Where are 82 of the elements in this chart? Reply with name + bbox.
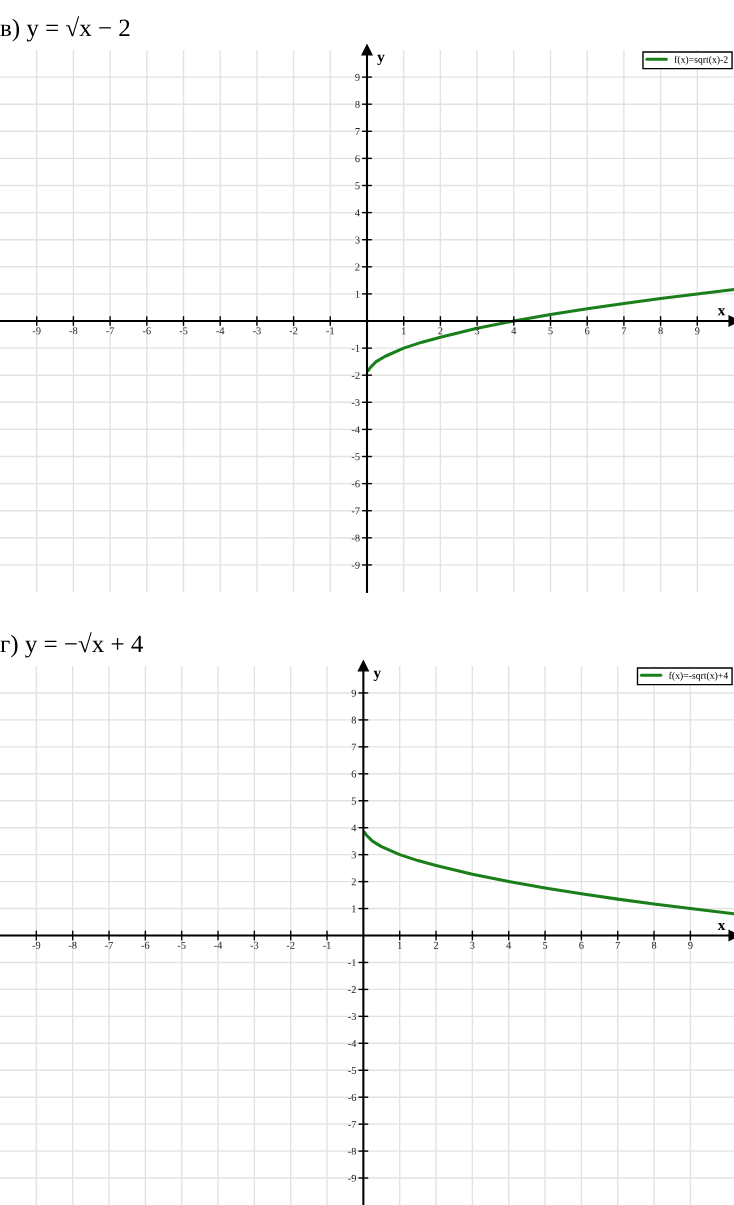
legend-label: f(x)=sqrt(x)-2 (674, 55, 728, 65)
y-tick-label: -7 (348, 1120, 357, 1128)
y-tick-label: 3 (355, 236, 360, 244)
x-tick-label: 8 (651, 941, 657, 949)
x-tick-label: -7 (106, 327, 115, 335)
x-tick-label: 4 (511, 327, 517, 335)
y-tick-label: 6 (351, 770, 357, 778)
x-tick-label: -6 (142, 327, 151, 335)
y-tick-label: -4 (351, 426, 360, 434)
x-tick-label: -4 (216, 327, 225, 335)
x-tick-label: 3 (474, 327, 480, 335)
x-tick-label: -6 (141, 941, 150, 949)
x-tick-label: -4 (214, 941, 223, 949)
x-tick-label: -8 (68, 941, 77, 949)
y-tick-label: -5 (348, 1067, 357, 1074)
x-tick-label: 9 (695, 327, 700, 335)
y-tick-label: 4 (355, 209, 360, 217)
y-tick-label: -6 (348, 1093, 357, 1101)
line-series (366, 288, 734, 373)
y-tick-label: 9 (355, 73, 360, 81)
x-tick-label: 6 (579, 941, 584, 949)
y-tick-label: -9 (351, 561, 360, 569)
legend-label: f(x)=-sqrt(x)+4 (668, 671, 729, 681)
y-tick-label: -1 (351, 344, 360, 352)
x-tick-label: 1 (402, 327, 406, 335)
x-tick-label: 9 (688, 941, 693, 949)
y-tick-label: 5 (351, 797, 357, 805)
x-axis-title: x (717, 308, 726, 316)
x-tick-label: -7 (105, 941, 114, 949)
x-tick-label: 7 (621, 327, 627, 335)
x-tick-label: 8 (658, 327, 663, 335)
x-tick-label: -8 (69, 327, 78, 335)
x-tick-label: -3 (252, 327, 261, 335)
y-tick-label: -4 (348, 1040, 357, 1047)
y-tick-label: -3 (348, 1013, 357, 1021)
x-tick-label: 1 (398, 941, 402, 949)
y-tick-label: -6 (351, 480, 360, 488)
x-tick-label: -9 (32, 327, 41, 335)
x-tick-label: 5 (548, 327, 553, 335)
y-tick-label: -2 (351, 371, 360, 379)
y-tick-label: 2 (355, 263, 360, 271)
y-tick-label: 7 (351, 743, 357, 751)
y-tick-label: 2 (351, 878, 356, 886)
y-tick-label: 6 (355, 155, 360, 163)
y-tick-label: -8 (351, 534, 360, 542)
y-tick-label: -3 (351, 399, 360, 407)
x-tick-label: 4 (506, 941, 512, 949)
y-tick-label: -1 (348, 959, 356, 967)
x-tick-label: -9 (32, 941, 41, 949)
y-tick-label: 1 (355, 290, 360, 298)
x-tick-label: 6 (585, 327, 590, 335)
chart-title: г) y = −√x + 4 (0, 632, 143, 658)
y-tick-label: -8 (348, 1147, 357, 1155)
chart-title: в) y = √x − 2 (0, 16, 130, 42)
x-tick-label: -2 (286, 941, 295, 949)
y-tick-label: 4 (351, 824, 357, 832)
y-tick-label: 9 (351, 689, 356, 697)
y-axis-title: y (377, 54, 385, 66)
x-tick-label: -5 (177, 941, 186, 949)
y-tick-label: 3 (351, 851, 357, 859)
y-tick-label: -9 (348, 1174, 356, 1182)
x-tick-label: 2 (438, 327, 443, 335)
y-tick-label: 8 (355, 100, 360, 108)
y-tick-label: -5 (351, 453, 360, 461)
x-tick-label: 2 (433, 941, 439, 949)
x-tick-label: -3 (250, 941, 259, 949)
x-axis-title: x (717, 922, 726, 930)
y-tick-label: 8 (351, 716, 357, 724)
line-series (362, 830, 734, 916)
x-tick-label: -5 (179, 327, 188, 335)
y-tick-label: -2 (348, 986, 356, 994)
x-tick-label: 7 (615, 941, 621, 949)
y-axis-title: y (373, 670, 381, 682)
x-tick-label: 5 (543, 941, 548, 949)
x-tick-label: -2 (289, 327, 298, 335)
y-tick-label: 5 (355, 182, 360, 190)
y-tick-label: 1 (352, 905, 356, 913)
y-tick-label: 7 (355, 128, 360, 135)
x-tick-label: 3 (470, 941, 475, 949)
y-tick-label: -7 (351, 507, 360, 515)
x-tick-label: -1 (323, 941, 331, 949)
x-tick-label: -1 (326, 327, 335, 335)
